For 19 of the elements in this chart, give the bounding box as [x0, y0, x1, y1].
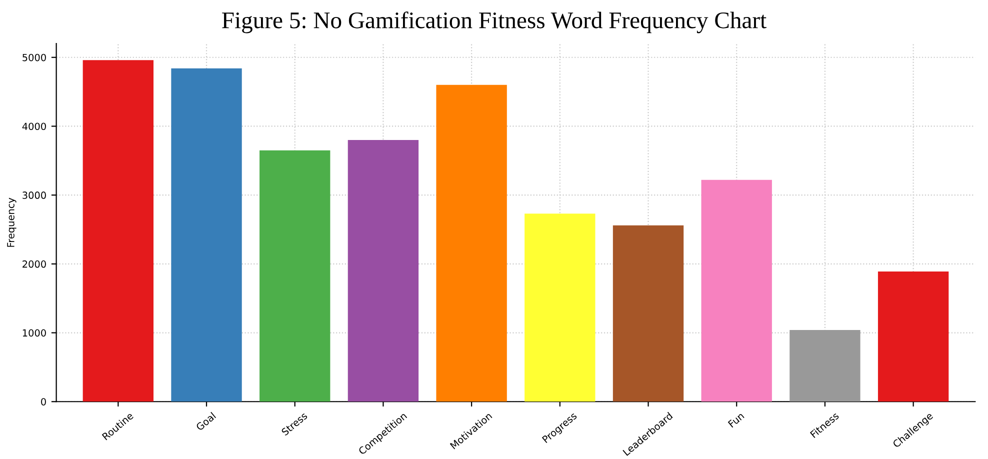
- bar: [260, 150, 330, 402]
- bar: [171, 68, 242, 402]
- bar: [436, 84, 507, 402]
- y-axis-title: Frequency: [7, 198, 16, 247]
- bar: [878, 272, 949, 402]
- bar: [790, 330, 860, 402]
- chart-title: Figure 5: No Gamification Fitness Word Frequency Chart: [222, 11, 766, 34]
- y-tick-label: 5000: [22, 54, 46, 62]
- y-tick-label: 1000: [22, 329, 46, 337]
- bar: [701, 180, 772, 402]
- bar: [612, 225, 684, 402]
- bar: [348, 140, 419, 402]
- x-tick-label: Fun: [728, 412, 744, 428]
- bar: [524, 214, 596, 402]
- y-tick-label: 3000: [22, 192, 46, 199]
- y-tick-label: 4000: [22, 122, 46, 130]
- y-tick-label: 0: [41, 398, 46, 406]
- bar: [82, 60, 154, 402]
- y-tick-label: 2000: [22, 260, 46, 268]
